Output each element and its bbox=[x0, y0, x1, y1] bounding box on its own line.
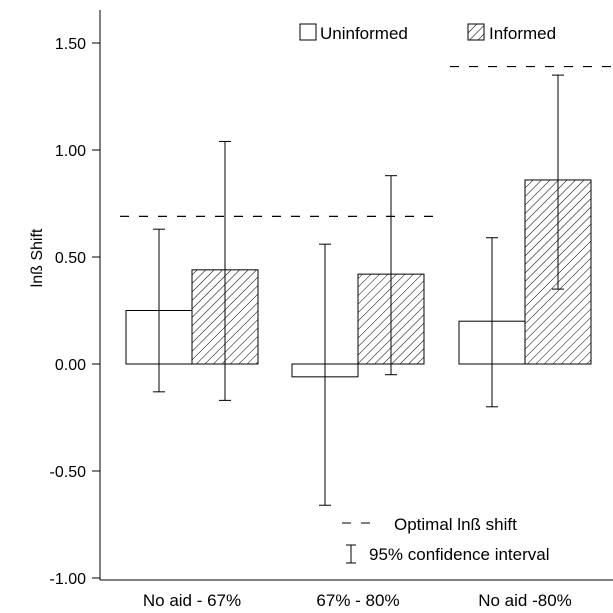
legend-informed-swatch bbox=[467, 23, 485, 41]
y-tick-label: 0.00 bbox=[55, 357, 86, 374]
legend-bottom: Optimal lnß shift 95% confidence interva… bbox=[342, 515, 550, 564]
confidence-interval bbox=[486, 237, 498, 408]
legend-informed-label: Informed bbox=[489, 24, 556, 43]
y-tick-label: 1.50 bbox=[55, 36, 86, 53]
legend-ci-icon bbox=[346, 544, 356, 564]
y-tick-label: -1.00 bbox=[50, 571, 87, 588]
y-tick-label: -0.50 bbox=[50, 464, 87, 481]
confidence-interval bbox=[153, 228, 165, 393]
confidence-interval bbox=[552, 74, 564, 290]
confidence-interval bbox=[319, 243, 331, 506]
legend-top: Uninformed Informed bbox=[299, 23, 556, 43]
x-tick-label: 67% - 80% bbox=[316, 591, 399, 610]
legend-uninformed-swatch bbox=[299, 23, 317, 41]
x-tick-label: No aid -80% bbox=[478, 591, 572, 610]
legend-ci-label: 95% confidence interval bbox=[369, 545, 550, 564]
confidence-interval bbox=[385, 175, 397, 376]
legend-uninformed-label: Uninformed bbox=[320, 24, 408, 43]
y-tick-label: 0.50 bbox=[55, 250, 86, 267]
y-axis-label: lnß Shift bbox=[29, 228, 46, 287]
y-tick-label: 1.00 bbox=[55, 143, 86, 160]
x-tick-label: No aid - 67% bbox=[143, 591, 241, 610]
confidence-interval bbox=[219, 140, 231, 401]
legend-optimal-label: Optimal lnß shift bbox=[394, 515, 517, 534]
